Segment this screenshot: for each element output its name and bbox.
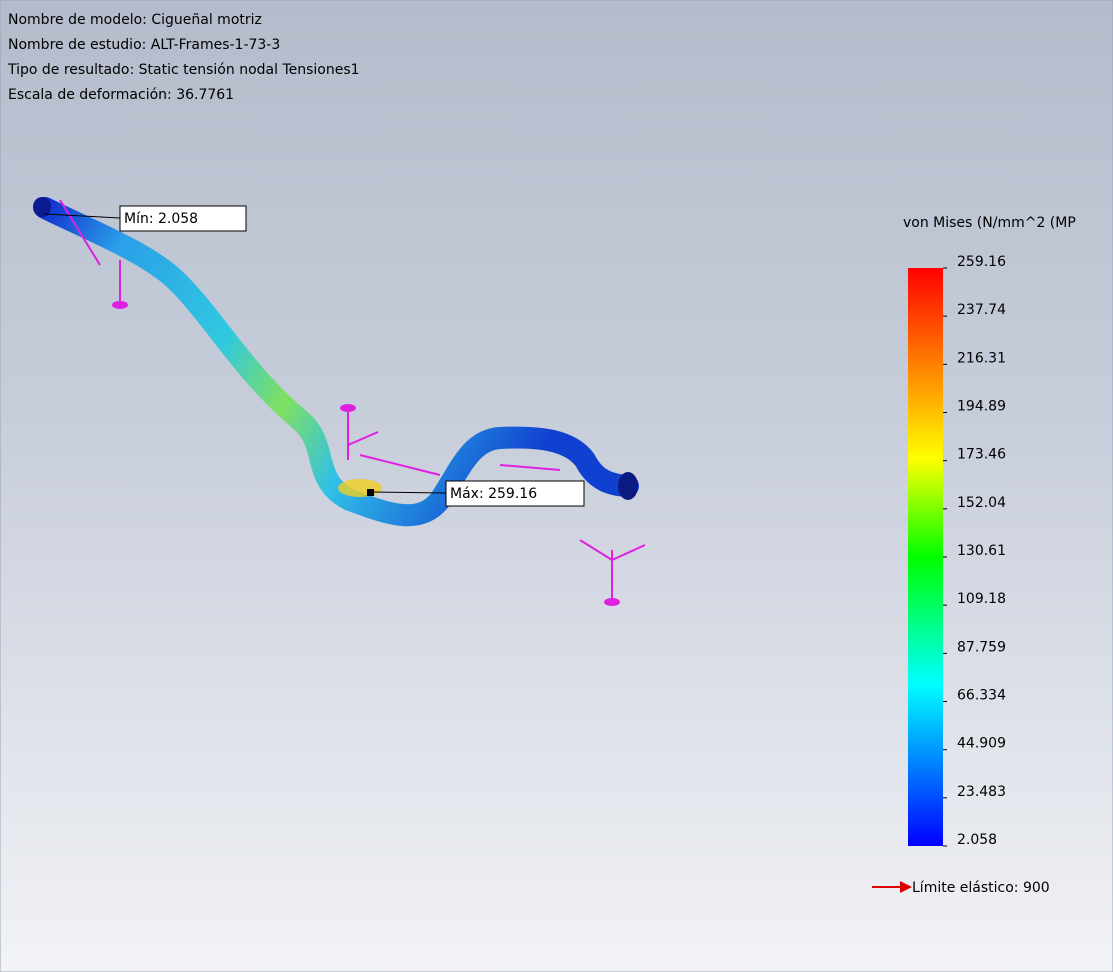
info-line: Nombre de estudio: ALT-Frames-1-73-3 bbox=[8, 37, 280, 53]
tick-label: 152.04 bbox=[957, 495, 1006, 511]
info-line: Nombre de modelo: Cigueñal motriz bbox=[8, 12, 262, 28]
tick-label: 109.18 bbox=[957, 591, 1006, 607]
max-probe: Máx: 259.16 bbox=[450, 486, 537, 502]
legend-title: von Mises (N/mm^2 (MP bbox=[903, 215, 1076, 231]
color-bar bbox=[908, 268, 943, 846]
tick-label: 130.61 bbox=[957, 543, 1006, 559]
tick-label: 44.909 bbox=[957, 736, 1006, 752]
viewport: Nombre de modelo: Cigueñal motriz Nombre … bbox=[0, 0, 1113, 972]
tick-label: 194.89 bbox=[957, 399, 1006, 415]
tick-label: 259.16 bbox=[957, 254, 1006, 270]
tick-label: 216.31 bbox=[957, 350, 1006, 366]
tick-label: 23.483 bbox=[957, 784, 1006, 800]
tick-label: 173.46 bbox=[957, 447, 1006, 463]
tick-label: 66.334 bbox=[957, 688, 1006, 704]
yield-limit: Límite elástico: 900 bbox=[912, 880, 1050, 896]
info-line: Tipo de resultado: Static tensión nodal … bbox=[7, 62, 360, 78]
tick-label: 237.74 bbox=[957, 302, 1006, 318]
tick-label: 2.058 bbox=[957, 832, 997, 848]
hot-spot bbox=[338, 479, 382, 497]
pipe-end bbox=[618, 472, 638, 500]
info-line: Escala de deformación: 36.7761 bbox=[8, 87, 234, 103]
min-probe: Mín: 2.058 bbox=[124, 211, 198, 227]
tick-label: 87.759 bbox=[957, 639, 1006, 655]
